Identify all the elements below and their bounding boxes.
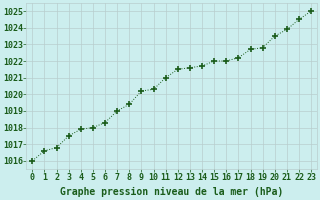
X-axis label: Graphe pression niveau de la mer (hPa): Graphe pression niveau de la mer (hPa): [60, 187, 284, 197]
